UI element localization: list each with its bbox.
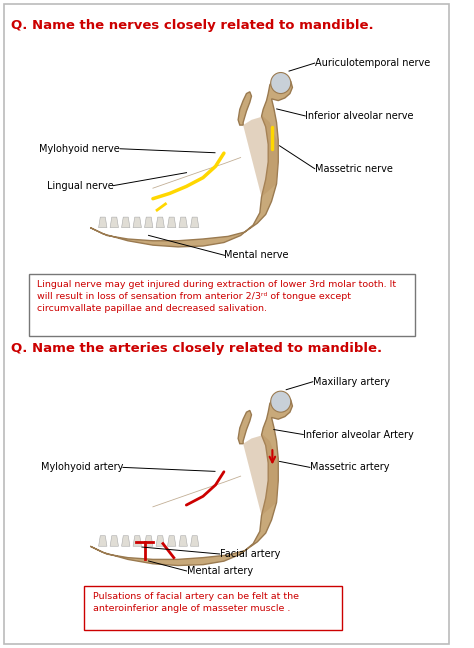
Polygon shape bbox=[121, 536, 130, 546]
Text: Mental nerve: Mental nerve bbox=[225, 250, 289, 260]
Text: Mental artery: Mental artery bbox=[186, 566, 253, 576]
Text: Mylohyoid nerve: Mylohyoid nerve bbox=[39, 144, 120, 154]
Polygon shape bbox=[167, 217, 176, 227]
Text: Q. Name the arteries closely related to mandible.: Q. Name the arteries closely related to … bbox=[11, 342, 382, 355]
Polygon shape bbox=[133, 217, 141, 227]
Text: Q. Name the nerves closely related to mandible.: Q. Name the nerves closely related to ma… bbox=[11, 19, 374, 32]
Polygon shape bbox=[179, 217, 187, 227]
Text: Massetric artery: Massetric artery bbox=[310, 463, 390, 472]
Text: Facial artery: Facial artery bbox=[220, 549, 280, 559]
Circle shape bbox=[271, 73, 291, 93]
Polygon shape bbox=[156, 536, 164, 546]
Polygon shape bbox=[191, 536, 199, 546]
Text: Maxillary artery: Maxillary artery bbox=[313, 376, 390, 387]
Text: Lingual nerve may get injured during extraction of lower 3rd molar tooth. It
wil: Lingual nerve may get injured during ext… bbox=[37, 280, 397, 314]
Text: Pulsations of facial artery can be felt at the
anteroinferior angle of masseter : Pulsations of facial artery can be felt … bbox=[92, 592, 299, 613]
Polygon shape bbox=[90, 395, 292, 566]
Polygon shape bbox=[121, 217, 130, 227]
Polygon shape bbox=[243, 435, 278, 516]
Text: Mylohyoid artery: Mylohyoid artery bbox=[41, 463, 123, 472]
Polygon shape bbox=[167, 536, 176, 546]
Text: Lingual nerve: Lingual nerve bbox=[46, 181, 113, 191]
Polygon shape bbox=[238, 410, 252, 444]
Polygon shape bbox=[99, 217, 107, 227]
Polygon shape bbox=[238, 92, 252, 125]
Polygon shape bbox=[156, 217, 164, 227]
Polygon shape bbox=[145, 536, 153, 546]
Polygon shape bbox=[90, 76, 292, 247]
Text: Massetric nerve: Massetric nerve bbox=[315, 164, 392, 174]
Polygon shape bbox=[145, 217, 153, 227]
FancyBboxPatch shape bbox=[29, 274, 415, 336]
Polygon shape bbox=[179, 536, 187, 546]
Polygon shape bbox=[110, 217, 118, 227]
Polygon shape bbox=[99, 536, 107, 546]
FancyBboxPatch shape bbox=[84, 586, 342, 630]
Text: Inferior alveolar nerve: Inferior alveolar nerve bbox=[305, 111, 414, 121]
Polygon shape bbox=[191, 217, 199, 227]
Polygon shape bbox=[243, 117, 278, 197]
Polygon shape bbox=[110, 536, 118, 546]
Circle shape bbox=[271, 391, 291, 412]
Text: Inferior alveolar Artery: Inferior alveolar Artery bbox=[303, 430, 414, 439]
Text: Auriculotemporal nerve: Auriculotemporal nerve bbox=[315, 58, 430, 68]
Polygon shape bbox=[133, 536, 141, 546]
